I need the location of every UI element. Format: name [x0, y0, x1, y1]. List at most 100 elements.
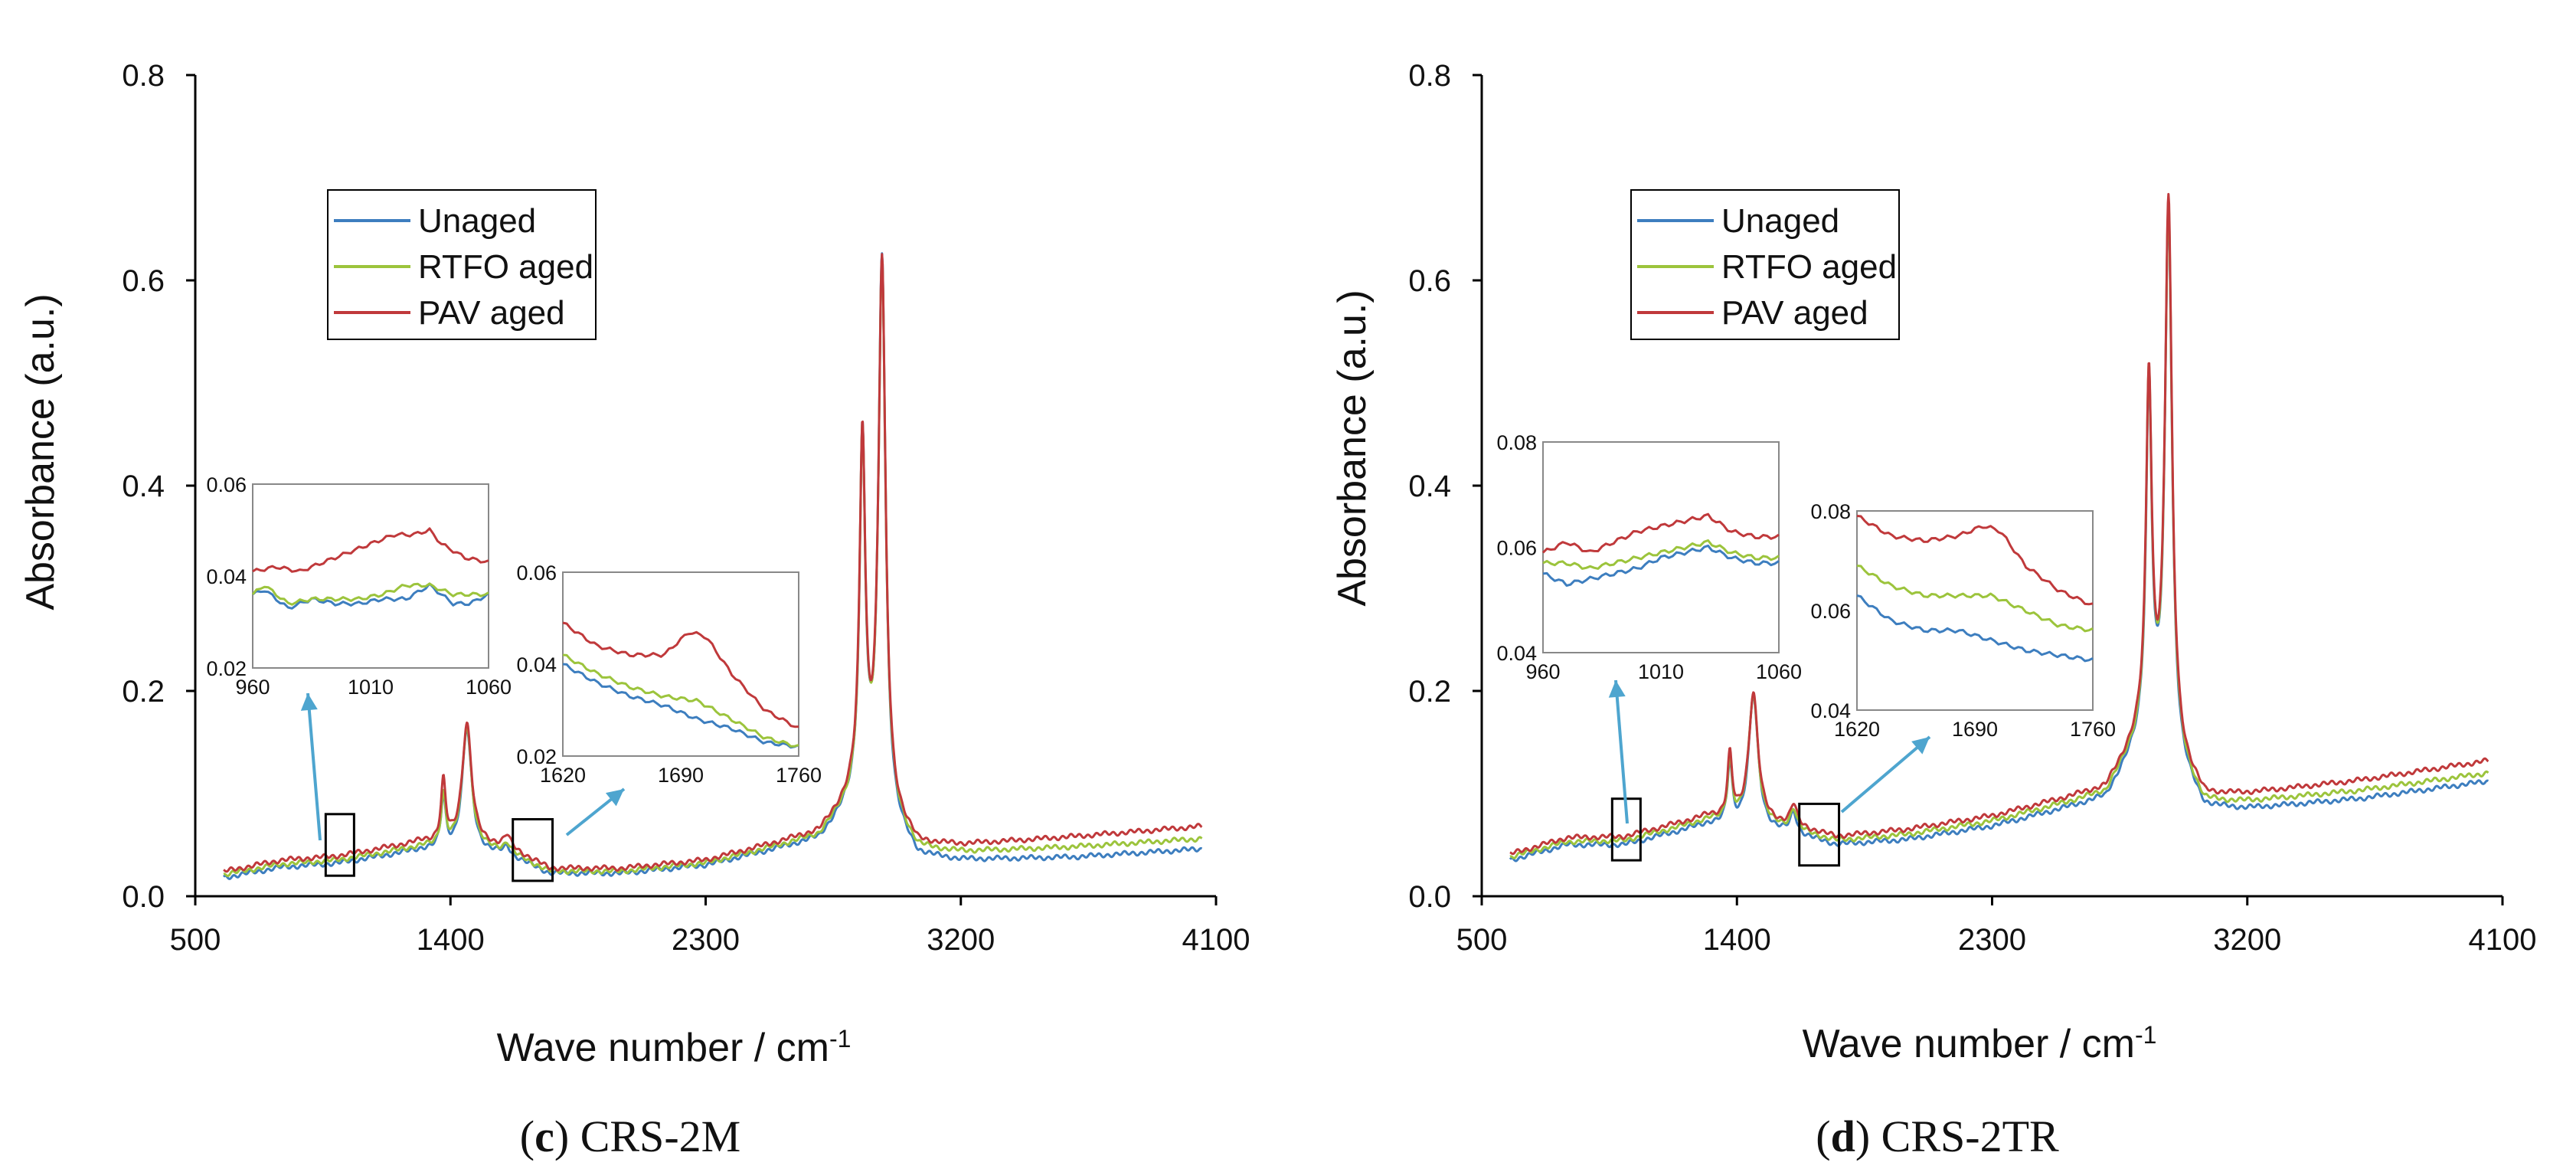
- panel-c-x-axis-title: Wave number / cm-1: [497, 1025, 852, 1070]
- inset-x-tick-label: 1620: [1834, 718, 1880, 741]
- panel-d-insets: 960 1010 1060 0.04 0.06 0.08 1620 1690 1760 0.04 0…: [1496, 431, 2116, 867]
- panel-c-series-pav-aged: [223, 253, 1203, 873]
- zoom-arrow-head: [605, 789, 624, 807]
- inset-series-rtfo-aged: [1542, 539, 1780, 570]
- panel-d-y-axis-title: Absorbance (a.u.): [1330, 290, 1375, 606]
- inset-y-tick-label: 0.04: [516, 653, 557, 676]
- panel-c-axes: 500 1400 2300 3200 4100 0.0 0.2 0.4 0.6 0.8: [122, 59, 1250, 957]
- x-tick-label: 1400: [417, 923, 485, 957]
- inset-x-tick-label: 1620: [540, 764, 586, 787]
- inset-series-unaged: [562, 663, 799, 749]
- legend-label: RTFO aged: [1721, 248, 1897, 286]
- panel-c-series-rtfo-aged: [223, 257, 1203, 878]
- x-tick-label: 500: [170, 923, 221, 957]
- panel-c-legend: Unaged RTFO aged PAV aged: [327, 189, 597, 340]
- inset-y-tick-label: 0.06: [206, 473, 247, 496]
- panel-c-series-unaged: [222, 252, 1203, 880]
- inset-frame: [252, 483, 489, 669]
- x-tick-label: 500: [1456, 923, 1508, 957]
- legend-label: Unaged: [1721, 202, 1839, 240]
- legend-box: [1630, 189, 1900, 340]
- panel-c: 500 1400 2300 3200 4100 0.0 0.2 0.4 0.6 0.8 960 10…: [18, 59, 1250, 1161]
- inset-x-tick-label: 960: [1525, 660, 1560, 683]
- inset-series-rtfo-aged: [562, 653, 799, 748]
- inset-x-tick-label: 1760: [776, 764, 822, 787]
- inset-x-tick-label: 1690: [658, 764, 704, 787]
- panel-d-series-pav-aged: [1509, 192, 2489, 856]
- panel-d-caption: (d) CRS-2TR: [1816, 1111, 2059, 1161]
- x-tick-label: 3200: [2213, 923, 2281, 957]
- x-tick-label: 3200: [927, 923, 995, 957]
- zoom-arrow-head: [1911, 737, 1930, 755]
- panel-d-axes: 500 1400 2300 3200 4100 0.0 0.2 0.4 0.6 0.8: [1408, 59, 2536, 957]
- inset-x-tick-label: 1010: [348, 676, 394, 699]
- inset-x-tick-label: 1060: [1756, 660, 1802, 683]
- y-tick-label: 0.8: [1408, 59, 1451, 93]
- panel-c-y-axis-title: Absorbance (a.u.): [18, 293, 63, 610]
- x-tick-label: 1400: [1703, 923, 1771, 957]
- inset-series-unaged: [1542, 544, 1780, 587]
- inset-frame: [1542, 441, 1780, 653]
- x-tick-label: 4100: [1182, 923, 1250, 957]
- inset-series-pav-aged: [1541, 512, 1780, 554]
- x-tick-label: 4100: [2469, 923, 2537, 957]
- inset-x-tick-label: 1060: [466, 676, 512, 699]
- inset-y-tick-label: 0.06: [516, 561, 557, 584]
- inset-y-tick-label: 0.04: [206, 565, 247, 588]
- zoom-arrow: [306, 692, 322, 841]
- legend-label: PAV aged: [1721, 294, 1868, 332]
- panel-c-series: [222, 252, 1203, 880]
- inset-x-tick-label: 1690: [1952, 718, 1998, 741]
- inset-series-unaged: [1856, 594, 2094, 663]
- panel-d-series-rtfo-aged: [1509, 201, 2489, 859]
- zoom-region-box: [1798, 802, 1841, 867]
- panel-c-insets: 960 1010 1060 0.02 0.04 0.06 1620 1690 1760 0.02 0…: [206, 473, 822, 882]
- y-tick-label: 0.6: [122, 264, 165, 298]
- y-tick-label: 0.6: [1408, 264, 1451, 298]
- inset-series-pav-aged: [562, 621, 799, 728]
- y-tick-label: 0.0: [1408, 880, 1451, 914]
- inset-x-tick-label: 1010: [1638, 660, 1684, 683]
- inset-y-tick-label: 0.06: [1496, 537, 1537, 560]
- zoom-arrow-head: [1608, 680, 1626, 698]
- inset-y-tick-label: 0.08: [1810, 500, 1851, 523]
- inset-series-unaged: [252, 582, 490, 610]
- panel-d-legend: Unaged RTFO aged PAV aged: [1630, 189, 1900, 340]
- panel-d: 500 1400 2300 3200 4100 0.0 0.2 0.4 0.6 0.8 960 10…: [1330, 59, 2536, 1161]
- y-tick-label: 0.0: [122, 880, 165, 914]
- inset-y-tick-label: 0.02: [206, 657, 247, 680]
- panel-d-series: [1509, 192, 2489, 863]
- x-tick-label: 2300: [672, 923, 740, 957]
- y-tick-label: 0.4: [122, 470, 165, 503]
- legend-box: [327, 189, 597, 340]
- inset-series-pav-aged: [252, 527, 489, 573]
- inset-y-tick-label: 0.02: [516, 745, 557, 768]
- zoom-arrow: [1614, 679, 1629, 824]
- inset-x-tick-label: 960: [235, 676, 270, 699]
- panel-c-caption: (c) CRS-2M: [520, 1111, 740, 1161]
- x-tick-label: 2300: [1958, 923, 2026, 957]
- legend-label: PAV aged: [418, 294, 565, 332]
- inset-series-pav-aged: [1856, 515, 2094, 606]
- panel-d-x-axis-title: Wave number / cm-1: [1803, 1021, 2157, 1066]
- y-tick-label: 0.2: [122, 675, 165, 709]
- zoom-arrow: [1840, 735, 1931, 814]
- inset-series-rtfo-aged: [251, 582, 489, 606]
- zoom-region-box: [324, 813, 355, 877]
- legend-label: Unaged: [418, 202, 536, 240]
- y-tick-label: 0.4: [1408, 470, 1451, 503]
- inset-series-rtfo-aged: [1856, 565, 2094, 633]
- zoom-region-box: [512, 818, 554, 882]
- inset-x-tick-label: 1760: [2070, 718, 2116, 741]
- y-tick-label: 0.8: [122, 59, 165, 93]
- inset-y-tick-label: 0.08: [1496, 431, 1537, 454]
- panel-d-series-unaged: [1509, 205, 2489, 863]
- inset-y-tick-label: 0.06: [1810, 600, 1851, 623]
- inset-y-tick-label: 0.04: [1810, 699, 1851, 722]
- inset-frame: [562, 571, 799, 757]
- zoom-arrow-head: [300, 693, 318, 711]
- y-tick-label: 0.2: [1408, 675, 1451, 709]
- inset-frame: [1856, 510, 2094, 711]
- inset-y-tick-label: 0.04: [1496, 642, 1537, 665]
